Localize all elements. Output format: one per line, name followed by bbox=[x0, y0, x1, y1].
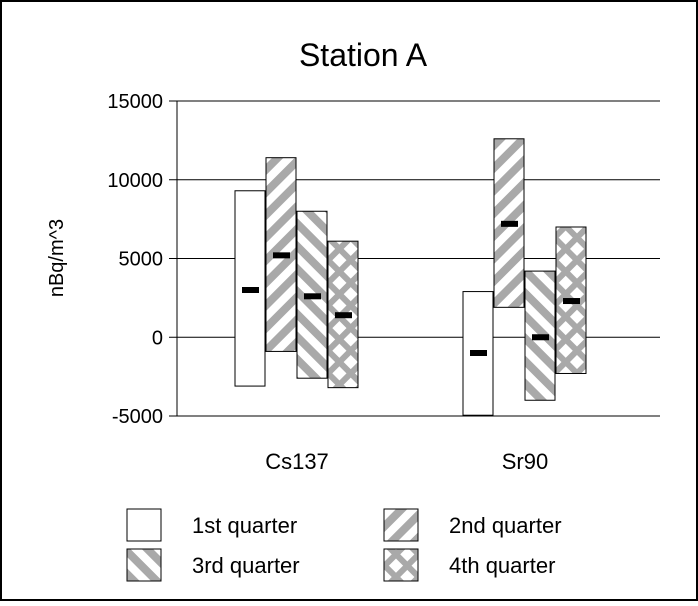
mean-marker-cs137-q1 bbox=[242, 287, 259, 293]
legend-label-q1: 1st quarter bbox=[192, 513, 297, 538]
mean-marker-sr90-q1 bbox=[470, 350, 487, 356]
mean-marker-sr90-q4 bbox=[563, 298, 580, 305]
legend-swatch-q4 bbox=[383, 548, 419, 582]
y-tick-label: 15000 bbox=[107, 91, 163, 113]
y-tick-label: 10000 bbox=[107, 170, 163, 192]
mean-marker-cs137-q3 bbox=[304, 293, 321, 300]
legend-label-q2: 2nd quarter bbox=[449, 513, 562, 538]
mean-marker-sr90-q3 bbox=[532, 334, 549, 341]
mean-markers bbox=[242, 220, 580, 356]
mean-marker-cs137-q2 bbox=[273, 252, 290, 259]
chart-title: Station A bbox=[299, 37, 428, 73]
mean-marker-cs137-q4 bbox=[335, 312, 352, 319]
legend-label-q4: 4th quarter bbox=[449, 553, 555, 578]
y-tick-label: -5000 bbox=[112, 406, 163, 428]
bar-sr90-q3 bbox=[524, 270, 556, 401]
legend-swatch-q1 bbox=[126, 508, 162, 542]
legend: 1st quarter 2nd quarter 3rd quarter 4th qua… bbox=[126, 508, 562, 582]
x-tick-label: Sr90 bbox=[502, 449, 548, 474]
y-tick-label: 0 bbox=[152, 327, 163, 349]
legend-swatch-q2 bbox=[383, 508, 419, 542]
legend-swatch-q3 bbox=[126, 548, 162, 582]
y-tick-labels: 15000 10000 5000 0 -5000 bbox=[107, 91, 163, 428]
legend-label-q3: 3rd quarter bbox=[192, 553, 300, 578]
y-axis-label: nBq/m^3 bbox=[46, 219, 68, 297]
x-tick-label: Cs137 bbox=[265, 449, 329, 474]
x-tick-labels: Cs137 Sr90 bbox=[265, 449, 548, 474]
mean-marker-sr90-q2 bbox=[501, 220, 518, 227]
y-tick-label: 5000 bbox=[119, 249, 164, 271]
